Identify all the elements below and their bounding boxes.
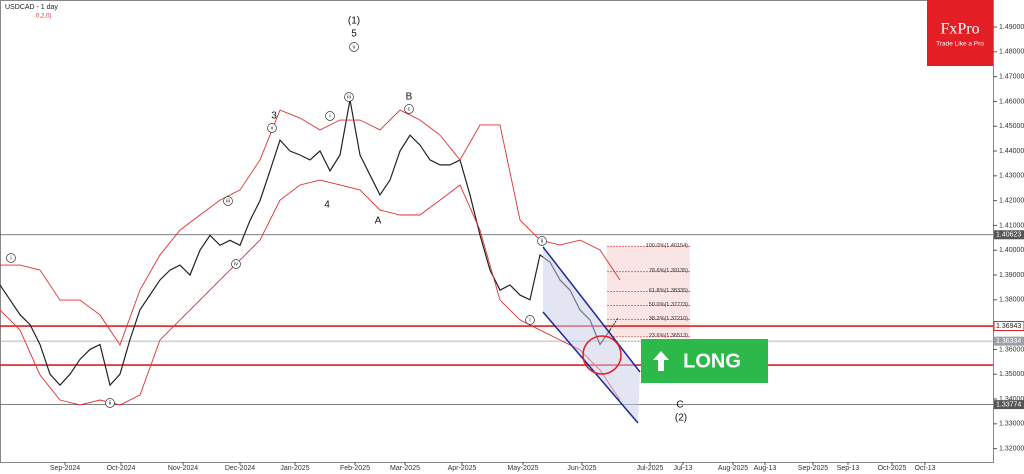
wave-label: (1) <box>348 16 360 27</box>
price-line <box>0 99 611 387</box>
y-tick-label: 1.39000 <box>999 272 1024 279</box>
x-tick-label: Jul-2025 <box>637 465 664 472</box>
y-tick-label: 1.35000 <box>999 371 1024 378</box>
fib-label: 78.6%(1.39135) <box>649 268 688 274</box>
projection-arrow <box>609 317 619 331</box>
level-label-box <box>994 230 1024 240</box>
circled-label: i <box>529 317 530 323</box>
band-line <box>0 179 621 406</box>
circled-label: v <box>271 125 274 131</box>
circled-label-ring <box>6 253 16 263</box>
level-label-box <box>993 321 1024 332</box>
x-tick-label: Mar-2025 <box>390 465 420 472</box>
wave-label: B <box>406 92 413 103</box>
chart-subtitle: 0,2,0) <box>36 14 51 20</box>
y-tick-label: 1.44000 <box>999 148 1024 155</box>
circled-label-ring <box>325 111 335 121</box>
wave-label: 3 <box>271 111 277 122</box>
x-tick-label: Aug-2025 <box>718 465 748 472</box>
brand-tagline: Trade Like a Pro <box>936 41 984 48</box>
channel-line <box>542 246 641 373</box>
circled-label: ii <box>109 400 111 406</box>
level-label: 1.36334 <box>996 338 1021 345</box>
y-tick-label: 1.47000 <box>999 73 1024 80</box>
y-tick-label: 1.45000 <box>999 123 1024 130</box>
circled-label-ring <box>344 92 354 102</box>
circled-label: iii <box>347 94 351 100</box>
wave-label: 4 <box>324 200 330 211</box>
circled-label: iii <box>226 198 230 204</box>
y-tick-label: 1.32000 <box>999 445 1024 452</box>
x-tick-label: Jul-13 <box>673 465 692 472</box>
circled-label-ring <box>349 42 359 52</box>
y-tick-label: 1.43000 <box>999 173 1024 180</box>
fib-label: 38.2%(1.37210) <box>649 316 688 322</box>
highlight-circle <box>582 335 622 375</box>
x-tick-label: Dec-2024 <box>225 465 255 472</box>
fib-label: 61.8%(1.38335) <box>649 288 688 294</box>
circled-label: i <box>329 113 330 119</box>
brand-logo <box>927 0 993 66</box>
x-tick-label: Sep-13 <box>837 465 860 472</box>
x-tick-label: Nov-2024 <box>168 465 198 472</box>
circled-label-ring <box>231 259 241 269</box>
circled-label: iv <box>234 261 238 267</box>
y-tick-label: 1.41000 <box>999 222 1024 229</box>
wave-label: C <box>676 400 683 411</box>
y-tick-label: 1.48000 <box>999 49 1024 56</box>
chart-title: USDCAD - 1 day <box>5 4 58 11</box>
circled-label-ring <box>404 104 414 114</box>
channel-fill <box>543 247 640 423</box>
x-tick-label: Sep-2024 <box>50 465 80 472</box>
level-label: 1.40623 <box>996 232 1021 239</box>
fib-label: 50.0%(1.37773) <box>649 302 688 308</box>
wave-label: (2) <box>675 413 687 424</box>
signal-label: LONG <box>683 350 741 372</box>
circled-label: c <box>408 106 411 112</box>
y-tick-label: 1.38000 <box>999 297 1024 304</box>
x-tick-label: Feb-2025 <box>340 465 370 472</box>
fib-label: 100.0%(1.40154) <box>646 243 688 249</box>
y-tick-label: 1.46000 <box>999 98 1024 105</box>
plot-frame <box>0 0 994 463</box>
y-tick-label: 1.40000 <box>999 247 1024 254</box>
circled-label: i <box>10 255 11 261</box>
channel-line <box>542 311 639 424</box>
x-tick-label: Oct-13 <box>914 465 935 472</box>
y-tick-label: 1.36000 <box>999 346 1024 353</box>
x-tick-label: Sep-2025 <box>798 465 828 472</box>
signal-arrow <box>653 351 669 371</box>
circled-label-ring <box>105 398 115 408</box>
y-tick-label: 1.49000 <box>999 24 1024 31</box>
circled-label-ring <box>537 236 547 246</box>
y-tick-label: 1.34000 <box>999 396 1024 403</box>
level-label-box <box>994 336 1024 346</box>
x-tick-label: May-2025 <box>507 465 538 472</box>
x-tick-label: Aug-13 <box>754 465 777 472</box>
circled-label-ring <box>267 123 277 133</box>
y-tick-label: 1.42000 <box>999 197 1024 204</box>
fib-label: 23.6%(1.36513) <box>649 333 688 339</box>
level-label-box <box>994 400 1024 410</box>
circled-label: ii <box>541 238 543 244</box>
x-tick-label: Oct-2024 <box>107 465 136 472</box>
plot-layer <box>0 26 997 465</box>
band-line <box>0 109 621 346</box>
wave-label: 5 <box>351 29 357 40</box>
x-tick-label: Oct-2025 <box>878 465 907 472</box>
x-tick-label: Apr-2025 <box>448 465 477 472</box>
y-tick-label: 1.33000 <box>999 421 1024 428</box>
level-label: 1.36943 <box>996 323 1021 330</box>
circled-label-ring <box>525 315 535 325</box>
brand-name: FxPro <box>940 21 979 38</box>
x-tick-label: Jan-2025 <box>280 465 309 472</box>
level-label: 1.33774 <box>996 401 1021 408</box>
circled-label: v <box>353 44 356 50</box>
wave-label: A <box>375 216 382 227</box>
circled-label-ring <box>223 196 233 206</box>
x-tick-label: Jun-2025 <box>567 465 596 472</box>
